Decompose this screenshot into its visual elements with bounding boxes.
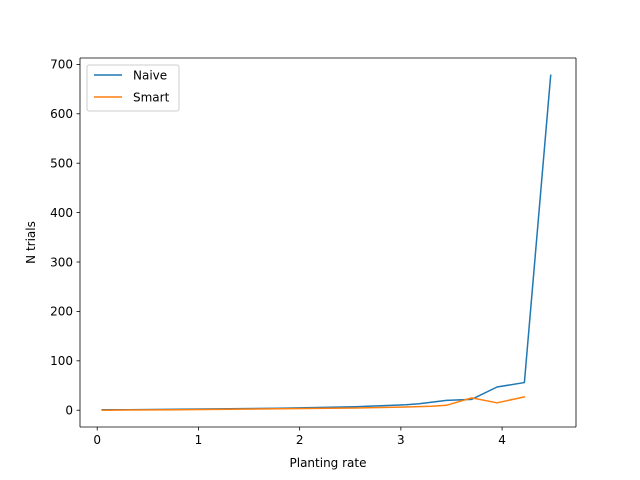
x-tick-label: 2	[296, 433, 304, 447]
y-tick-label: 700	[50, 58, 73, 72]
x-tick-label: 0	[93, 433, 101, 447]
y-axis-label: N trials	[24, 221, 38, 264]
legend-label-naive: Naive	[133, 69, 167, 83]
legend-box	[86, 64, 180, 112]
series-layer	[101, 74, 552, 411]
axes-frame	[79, 57, 577, 428]
y-tick-label: 100	[50, 354, 73, 368]
y-tick-label: 600	[50, 107, 73, 121]
x-tick-label: 4	[498, 433, 506, 447]
x-tick-label: 3	[397, 433, 405, 447]
plot-area	[80, 58, 576, 427]
legend: Naive Smart	[86, 64, 180, 112]
y-tick-label: 400	[50, 206, 73, 220]
y-tick-label: 500	[50, 157, 73, 171]
legend-label-smart: Smart	[133, 91, 170, 105]
y-axis-ticks: 0 100 200 300 400 500 600 700	[50, 58, 80, 418]
y-tick-label: 0	[65, 404, 73, 418]
y-tick-label: 200	[50, 305, 73, 319]
x-tick-label: 1	[195, 433, 203, 447]
series-line-smart	[101, 395, 526, 411]
x-axis-ticks: 0 1 2 3 4	[93, 427, 506, 447]
x-axis-label: Planting rate	[290, 456, 367, 470]
y-tick-label: 300	[50, 255, 73, 269]
